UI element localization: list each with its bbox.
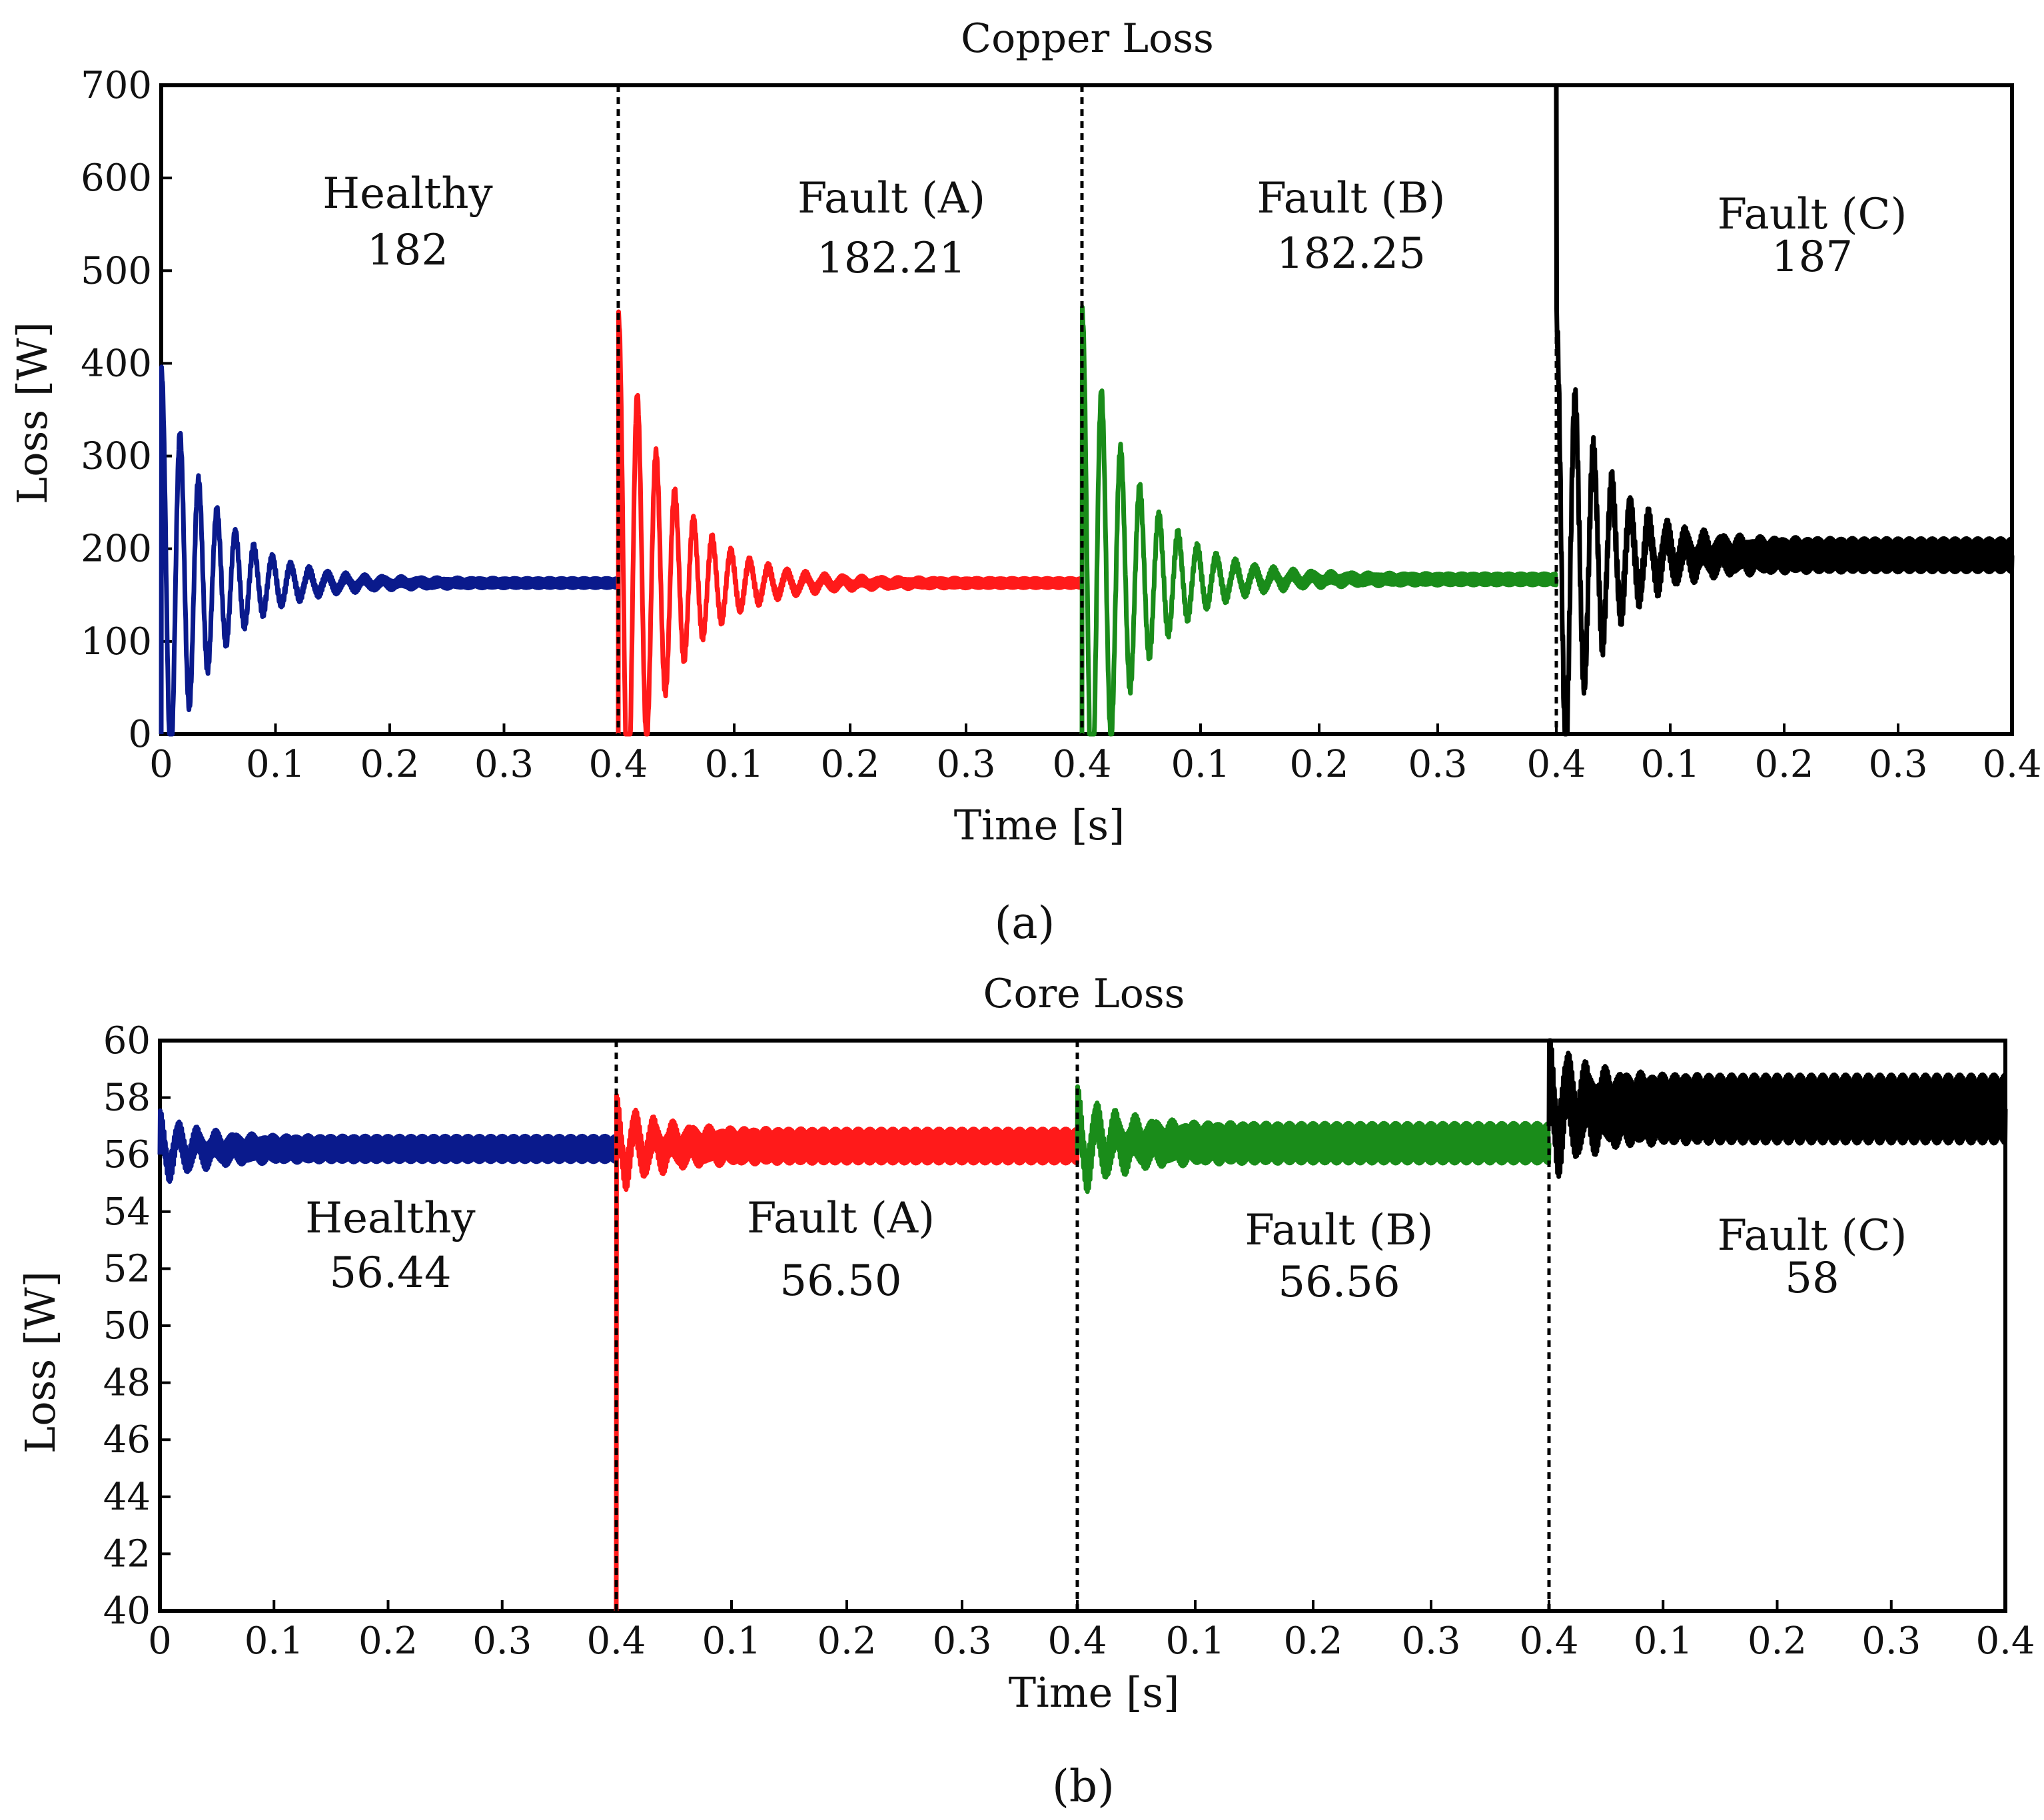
copper-x-tick-label: 0.3: [936, 743, 995, 786]
core-y-tick-label: 48: [103, 1362, 151, 1405]
core-x-tick-label: 0.1: [1634, 1619, 1693, 1663]
core-y-tick-label: 58: [103, 1077, 151, 1120]
core-y-tick-label: 60: [103, 1019, 151, 1063]
core-x-tick-label: 0.2: [1748, 1619, 1807, 1663]
core-x-tick-label: 0.3: [1401, 1619, 1460, 1663]
core-segment-value: 56.50: [779, 1256, 901, 1306]
core-x-tick-label: 0: [148, 1619, 172, 1663]
copper-x-tick-label: 0.1: [1640, 743, 1700, 786]
core-y-tick-label: 50: [103, 1304, 151, 1348]
copper-x-tick-label: 0.1: [246, 743, 305, 786]
core-y-tick-label: 46: [103, 1418, 151, 1462]
core-x-tick-label: 0.3: [1861, 1619, 1921, 1663]
copper-x-tick-label: 0.4: [1526, 743, 1586, 786]
core-y-tick-label: 56: [103, 1133, 151, 1176]
core-y-tick-label: 40: [103, 1590, 151, 1633]
copper-x-tick-label: 0.3: [474, 743, 534, 786]
core-x-tick-label: 0.3: [932, 1619, 991, 1663]
copper-segment-value: 182.25: [1277, 229, 1426, 278]
core-loss-y-axis-label: Loss [W]: [16, 1271, 65, 1454]
copper-segment-name: Fault (C): [1718, 190, 1907, 239]
core-segment-value: 56.56: [1278, 1258, 1400, 1307]
core-segment-name: Fault (B): [1245, 1206, 1434, 1255]
core-x-tick-label: 0.1: [245, 1619, 304, 1663]
copper-segment-value: 187: [1772, 232, 1853, 282]
copper-series-0: [159, 364, 621, 737]
core-series-0: [157, 1108, 619, 1184]
core-segment-name: Fault (A): [747, 1194, 935, 1243]
copper-y-tick-label: 700: [81, 64, 152, 107]
copper-series-2: [1079, 304, 1559, 737]
copper-loss-x-axis-label: Time [s]: [954, 801, 1125, 849]
core-x-tick-label: 0.4: [1519, 1619, 1578, 1663]
copper-x-tick-label: 0.2: [1754, 743, 1813, 786]
copper-x-tick-label: 0.1: [704, 743, 764, 786]
copper-segment-name: Healthy: [322, 169, 492, 219]
copper-loss-title: Copper Loss: [961, 15, 1214, 62]
copper-x-tick-label: 0.3: [1868, 743, 1927, 786]
copper-x-tick-label: 0.3: [1408, 743, 1467, 786]
copper-y-tick-label: 200: [81, 528, 152, 571]
core-y-tick-label: 42: [103, 1532, 151, 1576]
copper-x-tick-label: 0.4: [588, 743, 648, 786]
copper-segment-value: 182.21: [817, 234, 966, 283]
core-x-tick-label: 0.1: [702, 1619, 761, 1663]
copper-series-3: [1554, 85, 2015, 737]
core-x-tick-label: 0.2: [817, 1619, 876, 1663]
core-x-tick-label: 0.4: [1975, 1619, 2035, 1663]
caption-b: (b): [1052, 1761, 1115, 1812]
core-x-tick-label: 0.3: [472, 1619, 532, 1663]
copper-x-tick-label: 0.1: [1171, 743, 1230, 786]
caption-a: (a): [995, 897, 1055, 949]
core-segment-name: Fault (C): [1718, 1211, 1907, 1260]
copper-x-tick-label: 0.4: [1052, 743, 1111, 786]
core-loss-title: Core Loss: [983, 971, 1185, 1017]
core-x-tick-label: 0.4: [586, 1619, 646, 1663]
core-segment-value: 56.44: [329, 1248, 451, 1298]
core-x-tick-label: 0.2: [358, 1619, 418, 1663]
copper-segment-name: Fault (B): [1257, 174, 1446, 223]
core-segment-value: 58: [1785, 1254, 1839, 1303]
core-x-tick-label: 0.1: [1165, 1619, 1225, 1663]
core-segment-name: Healthy: [305, 1194, 475, 1243]
core-x-tick-label: 0.2: [1283, 1619, 1342, 1663]
copper-x-tick-label: 0.2: [360, 743, 419, 786]
core-y-tick-label: 54: [103, 1190, 151, 1234]
core-loss-panel: Core Loss Loss [W] Time [s] (b) 40 42 44 46…: [16, 971, 2035, 1812]
copper-y-tick-label: 500: [81, 249, 152, 292]
copper-y-tick-label: 300: [81, 435, 152, 478]
copper-y-tick-label: 600: [81, 157, 152, 200]
copper-segment-name: Fault (A): [797, 174, 985, 223]
copper-x-tick-label: 0.2: [820, 743, 879, 786]
copper-y-tick-label: 0: [128, 713, 152, 756]
copper-segment-value: 182: [367, 226, 448, 275]
copper-y-tick-label: 400: [81, 342, 152, 385]
copper-loss-y-axis-label: Loss [W]: [8, 322, 57, 504]
copper-x-tick-label: 0: [149, 743, 173, 786]
core-y-tick-label: 52: [103, 1247, 151, 1290]
copper-series-1: [616, 309, 1085, 737]
copper-x-tick-label: 0.2: [1289, 743, 1348, 786]
core-loss-x-axis-label: Time [s]: [1009, 1668, 1180, 1717]
core-series-2: [1075, 1084, 1552, 1194]
core-series-1: [614, 1093, 1080, 1611]
copper-x-tick-label: 0.4: [1982, 743, 2041, 786]
core-x-tick-label: 0.4: [1047, 1619, 1107, 1663]
copper-y-tick-label: 100: [81, 620, 152, 664]
core-series-3: [1546, 1038, 2008, 1179]
copper-loss-panel: Copper Loss Loss [W] Time [s] (a) 0 100 20…: [8, 15, 2042, 949]
core-y-tick-label: 44: [103, 1476, 151, 1519]
